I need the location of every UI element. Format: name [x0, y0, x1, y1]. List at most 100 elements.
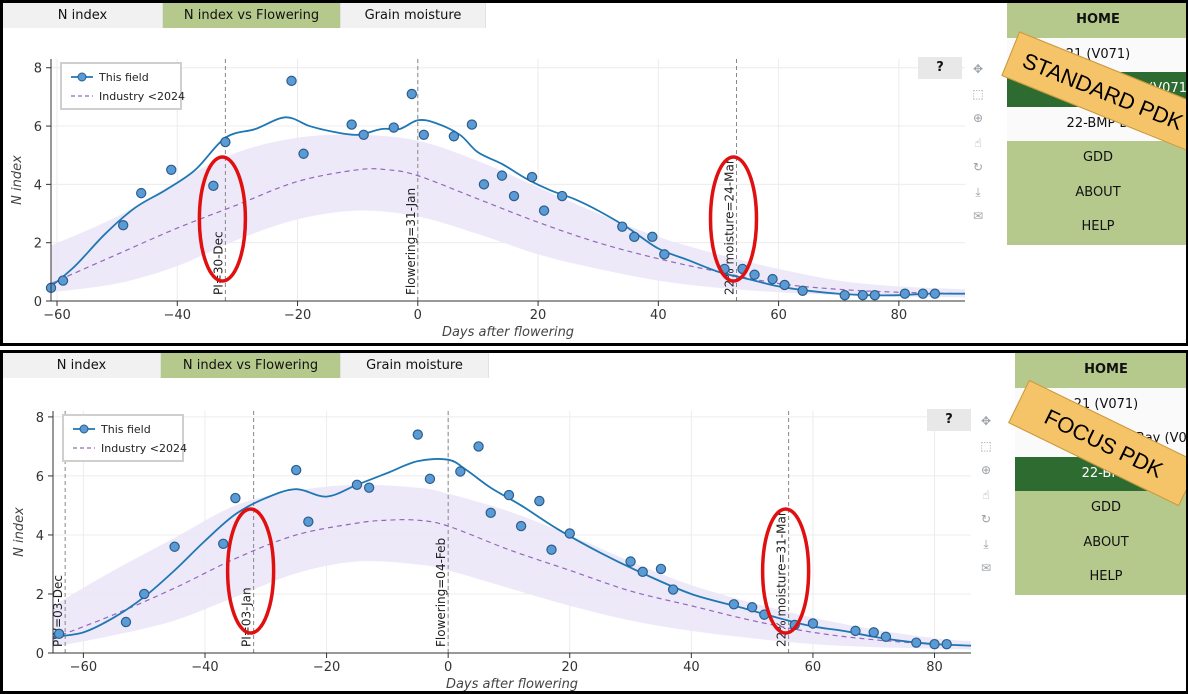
- legend-industry-label: Industry <2024: [99, 90, 185, 103]
- nav-help[interactable]: HELP: [1007, 210, 1186, 245]
- x-tick-label: 60: [805, 660, 822, 675]
- box-zoom-icon[interactable]: ⬚: [980, 438, 992, 453]
- field-series-line: [52, 458, 972, 647]
- data-point: [655, 563, 667, 575]
- pan-icon[interactable]: ✥: [972, 62, 984, 76]
- tab-n-index[interactable]: N index: [3, 353, 161, 378]
- chart-toolbar: ✥ ⬚ ⊕ ☝ ↻ ⤓ ✉: [973, 409, 999, 581]
- legend-box: [62, 414, 184, 462]
- nav-home[interactable]: HOME: [1007, 3, 1186, 38]
- industry-series-line: [52, 519, 972, 647]
- data-point: [629, 231, 640, 243]
- x-tick-label: 80: [926, 660, 943, 675]
- data-point: [857, 289, 868, 301]
- industry-range-band: [53, 484, 971, 650]
- tab-n-index-vs-flowering[interactable]: N index vs Flowering: [161, 353, 341, 378]
- data-point: [406, 88, 417, 100]
- n-index-chart[interactable]: PI=30-Dec Flowering=31-Jan 22% moisture=24…: [3, 31, 1003, 343]
- data-point: [746, 602, 758, 613]
- tab-n-index-vs-flowering[interactable]: N index vs Flowering: [163, 3, 341, 28]
- event-label: Flowering=31-Jan: [404, 188, 418, 295]
- data-point: [617, 221, 628, 232]
- data-point: [807, 618, 819, 629]
- data-point: [564, 528, 575, 539]
- hover-icon[interactable]: ✉: [980, 561, 992, 575]
- data-point: [57, 275, 69, 286]
- data-point: [117, 219, 129, 231]
- hover-icon[interactable]: ✉: [972, 209, 984, 223]
- data-point: [797, 285, 808, 296]
- data-point: [868, 627, 879, 638]
- x-tick-label: 60: [770, 308, 787, 323]
- data-point: [286, 75, 297, 87]
- nav-about[interactable]: ABOUT: [1015, 525, 1186, 560]
- legend-box: [60, 62, 182, 110]
- data-point: [637, 566, 648, 578]
- box-zoom-icon[interactable]: ⬚: [972, 86, 984, 101]
- data-point: [412, 429, 423, 440]
- reset-icon[interactable]: ↻: [972, 160, 984, 174]
- nav-gdd[interactable]: GDD: [1015, 491, 1186, 526]
- tab-grain-moisture[interactable]: Grain moisture: [341, 353, 489, 378]
- focus-pdk-panel: N index N index vs Flowering Grain moist…: [0, 350, 1188, 694]
- standard-pdk-panel: N index N index vs Flowering Grain moist…: [0, 0, 1188, 346]
- x-tick-label: 20: [530, 308, 547, 323]
- legend-field-marker: [77, 72, 87, 82]
- data-point: [941, 638, 952, 650]
- tab-n-index[interactable]: N index: [3, 3, 163, 28]
- nav-help[interactable]: HELP: [1015, 560, 1186, 595]
- wheel-zoom-icon[interactable]: ⊕: [980, 463, 992, 477]
- data-point: [839, 289, 850, 301]
- help-button[interactable]: ?: [927, 409, 971, 431]
- data-point: [749, 269, 760, 280]
- data-point: [218, 538, 229, 550]
- wheel-zoom-icon[interactable]: ⊕: [972, 111, 984, 125]
- y-axis-label: N index: [12, 507, 27, 557]
- legend-field-marker: [79, 424, 89, 434]
- x-tick-label: −60: [70, 660, 97, 675]
- data-point: [869, 289, 881, 301]
- event-label: 22% moisture=24-Mar: [723, 159, 737, 295]
- annotation-ellipse: [760, 507, 811, 635]
- tap-icon[interactable]: ☝: [982, 487, 990, 502]
- data-point: [363, 482, 375, 493]
- x-tick-label: 20: [561, 660, 578, 675]
- data-point: [473, 441, 484, 452]
- data-point: [917, 288, 929, 299]
- y-tick-label: 6: [36, 470, 44, 485]
- tab-grain-moisture[interactable]: Grain moisture: [341, 3, 486, 28]
- data-point: [303, 516, 314, 527]
- y-tick-label: 0: [36, 647, 44, 662]
- save-icon[interactable]: ⤓: [975, 184, 981, 199]
- reset-icon[interactable]: ↻: [980, 512, 992, 526]
- x-tick-label: −20: [284, 308, 311, 323]
- nav-home[interactable]: HOME: [1015, 353, 1186, 388]
- n-index-chart[interactable]: PW=03-Dec PI=03-Jan Flowering=04-Feb 22% mo…: [3, 383, 1003, 694]
- nav-gdd[interactable]: GDD: [1007, 141, 1186, 176]
- pan-icon[interactable]: ✥: [980, 414, 992, 428]
- data-point: [298, 148, 309, 159]
- data-point: [503, 489, 515, 501]
- data-point: [485, 507, 496, 519]
- industry-series-line: [50, 168, 966, 295]
- tap-icon[interactable]: ☝: [974, 135, 982, 150]
- y-tick-label: 8: [36, 411, 44, 426]
- data-point: [230, 492, 241, 504]
- event-label: PW=03-Dec: [51, 575, 65, 647]
- nav-about[interactable]: ABOUT: [1007, 175, 1186, 210]
- y-tick-label: 4: [34, 178, 42, 193]
- data-point: [526, 171, 538, 183]
- data-point: [351, 479, 363, 490]
- help-button[interactable]: ?: [918, 57, 962, 79]
- tab-bar: N index N index vs Flowering Grain moist…: [3, 3, 486, 28]
- event-label: PI=03-Jan: [240, 587, 254, 647]
- data-point: [667, 584, 679, 595]
- data-point: [120, 616, 132, 628]
- x-tick-label: 0: [444, 660, 452, 675]
- save-icon[interactable]: ⤓: [983, 536, 989, 551]
- legend-field-label: This field: [98, 71, 149, 84]
- data-point: [538, 205, 550, 216]
- data-point: [135, 187, 147, 199]
- data-point: [534, 495, 545, 507]
